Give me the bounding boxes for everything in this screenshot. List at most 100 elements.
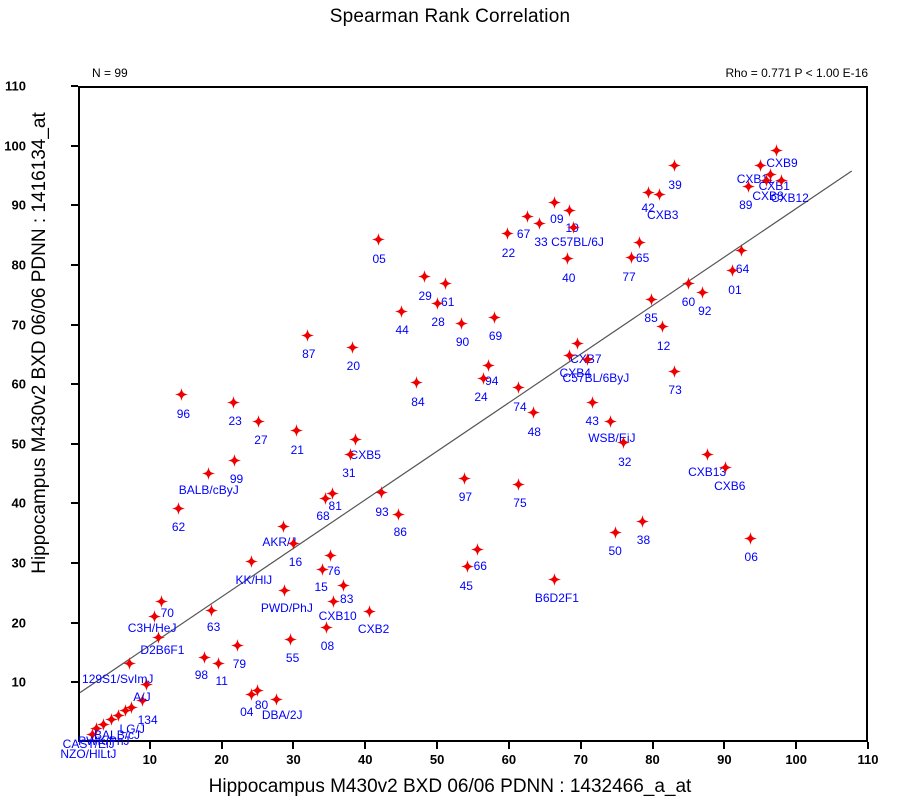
- data-point[interactable]: [759, 173, 773, 187]
- data-point[interactable]: [743, 531, 757, 545]
- data-point[interactable]: [111, 709, 125, 723]
- data-point[interactable]: [763, 167, 777, 181]
- data-point[interactable]: [775, 173, 789, 187]
- data-point[interactable]: [319, 620, 333, 634]
- data-point[interactable]: [174, 388, 188, 402]
- data-point[interactable]: [644, 292, 658, 306]
- data-point[interactable]: [562, 349, 576, 363]
- data-point[interactable]: [521, 209, 535, 223]
- data-point[interactable]: [719, 461, 733, 475]
- data-point[interactable]: [286, 536, 300, 550]
- data-point[interactable]: [667, 364, 681, 378]
- data-point[interactable]: [753, 159, 767, 173]
- data-point[interactable]: [604, 414, 618, 428]
- data-point[interactable]: [147, 610, 161, 624]
- data-point[interactable]: [269, 692, 283, 706]
- data-point[interactable]: [562, 203, 576, 217]
- data-point[interactable]: [172, 501, 186, 515]
- data-point[interactable]: [439, 277, 453, 291]
- data-point[interactable]: [85, 728, 99, 742]
- data-point[interactable]: [154, 595, 168, 609]
- data-point[interactable]: [608, 525, 622, 539]
- data-point[interactable]: [641, 185, 655, 199]
- data-point[interactable]: [700, 448, 714, 462]
- data-point[interactable]: [344, 448, 358, 462]
- data-point[interactable]: [681, 277, 695, 291]
- data-point[interactable]: [430, 296, 444, 310]
- data-point[interactable]: [571, 337, 585, 351]
- data-point[interactable]: [635, 514, 649, 528]
- data-point[interactable]: [526, 406, 540, 420]
- data-point[interactable]: [735, 244, 749, 258]
- data-point[interactable]: [140, 678, 154, 692]
- data-point[interactable]: [696, 285, 710, 299]
- data-point[interactable]: [228, 454, 242, 468]
- data-point[interactable]: [230, 639, 244, 653]
- data-point[interactable]: [512, 381, 526, 395]
- data-point[interactable]: [653, 188, 667, 202]
- data-point[interactable]: [371, 233, 385, 247]
- data-point[interactable]: [455, 316, 468, 330]
- data-point[interactable]: [318, 492, 332, 506]
- data-point[interactable]: [581, 352, 595, 366]
- data-point[interactable]: [123, 656, 137, 670]
- data-point[interactable]: [410, 376, 424, 390]
- data-point[interactable]: [245, 687, 259, 701]
- data-point[interactable]: [617, 436, 631, 450]
- data-point[interactable]: [363, 605, 377, 619]
- data-point[interactable]: [289, 424, 303, 438]
- data-point[interactable]: [90, 722, 104, 736]
- data-point[interactable]: [512, 477, 526, 491]
- data-point[interactable]: [348, 432, 362, 446]
- data-point[interactable]: [202, 466, 216, 480]
- data-point[interactable]: [394, 304, 408, 318]
- data-point[interactable]: [104, 713, 118, 727]
- data-point[interactable]: [205, 603, 219, 617]
- data-point[interactable]: [315, 562, 329, 576]
- data-point[interactable]: [457, 471, 471, 485]
- data-point[interactable]: [97, 717, 111, 731]
- data-point[interactable]: [245, 555, 259, 569]
- data-point[interactable]: [197, 650, 211, 664]
- data-point[interactable]: [656, 320, 670, 334]
- data-point[interactable]: [252, 414, 266, 428]
- data-point[interactable]: [460, 560, 474, 574]
- data-point[interactable]: [327, 594, 341, 608]
- data-point[interactable]: [561, 252, 575, 266]
- data-point[interactable]: [284, 632, 298, 646]
- data-point[interactable]: [276, 519, 290, 533]
- data-point[interactable]: [345, 340, 359, 354]
- data-point[interactable]: [391, 507, 405, 521]
- data-point[interactable]: [417, 270, 431, 284]
- data-point[interactable]: [633, 235, 647, 249]
- data-point[interactable]: [324, 549, 338, 563]
- data-point[interactable]: [251, 684, 265, 698]
- data-point[interactable]: [667, 159, 681, 173]
- data-point[interactable]: [337, 579, 351, 593]
- data-point[interactable]: [212, 656, 226, 670]
- data-point[interactable]: [548, 196, 562, 210]
- data-point[interactable]: [532, 216, 546, 230]
- data-point[interactable]: [500, 227, 514, 241]
- data-point[interactable]: [567, 221, 581, 235]
- y-axis-tick-mark: [71, 621, 78, 624]
- data-point[interactable]: [301, 328, 315, 342]
- data-point[interactable]: [374, 486, 388, 500]
- data-point[interactable]: [124, 700, 138, 714]
- data-point[interactable]: [624, 251, 638, 265]
- data-point[interactable]: [226, 395, 240, 409]
- data-point[interactable]: [476, 371, 490, 385]
- data-point[interactable]: [548, 573, 562, 587]
- data-point[interactable]: [325, 486, 339, 500]
- data-point[interactable]: [488, 310, 502, 324]
- data-point[interactable]: [278, 584, 292, 598]
- data-point[interactable]: [136, 693, 150, 707]
- data-point[interactable]: [151, 630, 165, 644]
- data-point[interactable]: [726, 264, 740, 278]
- data-point[interactable]: [118, 704, 132, 718]
- data-point[interactable]: [585, 395, 599, 409]
- data-point[interactable]: [470, 543, 484, 557]
- data-point[interactable]: [769, 143, 783, 157]
- data-point[interactable]: [742, 179, 756, 193]
- data-point[interactable]: [482, 358, 496, 372]
